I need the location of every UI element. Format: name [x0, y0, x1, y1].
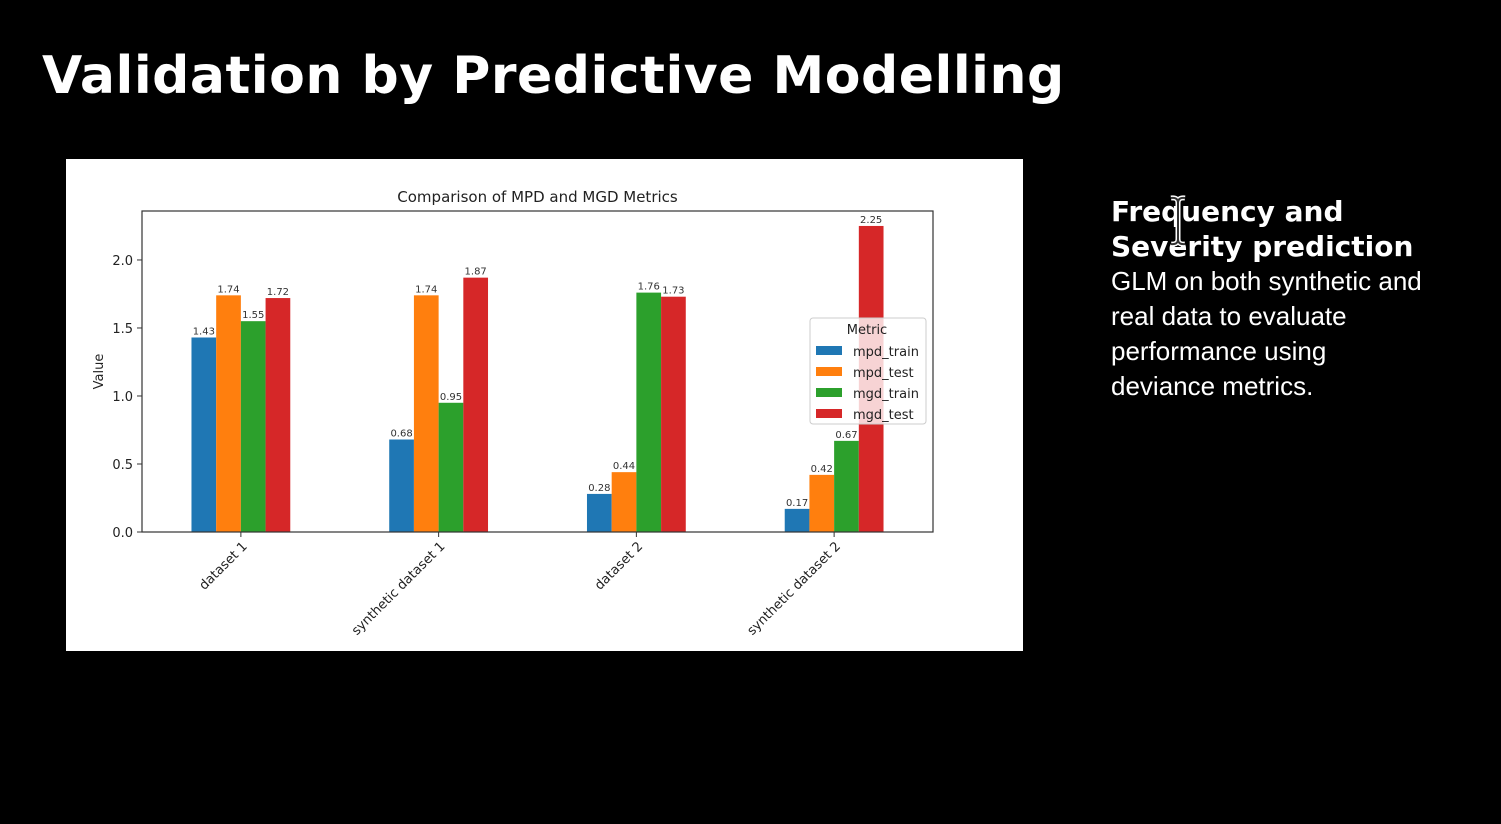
bar-value-label: 2.25	[860, 215, 882, 226]
y-tick-label: 0.5	[112, 458, 133, 473]
bar	[834, 440, 859, 532]
bar-value-label: 1.74	[415, 284, 437, 295]
bar-value-label: 1.74	[217, 284, 239, 295]
bar	[661, 296, 686, 532]
x-tick-label: synthetic dataset 2	[745, 539, 844, 638]
legend-swatch	[816, 367, 842, 376]
bar	[191, 337, 217, 532]
bar-value-label: 1.72	[267, 287, 289, 298]
chart-card: Comparison of MPD and MGD Metrics 0.0 0.5 1…	[66, 159, 1023, 651]
bar-value-label: 0.28	[588, 483, 610, 494]
bar-value-label: 0.67	[835, 430, 857, 441]
legend-label: mpd_test	[853, 366, 914, 381]
bar	[463, 277, 489, 532]
y-tick-label: 1.5	[112, 322, 133, 337]
bar-value-label: 1.55	[242, 310, 264, 321]
legend-label: mpd_train	[853, 345, 919, 360]
bar	[240, 321, 266, 532]
bar	[636, 292, 662, 532]
bar	[265, 298, 291, 532]
legend-title: Metric	[847, 323, 887, 338]
bar-value-label: 1.73	[662, 286, 684, 297]
text-cursor-icon	[1170, 195, 1186, 247]
side-body[interactable]: GLM on both synthetic and real data to e…	[1111, 266, 1422, 401]
legend-label: mgd_test	[853, 408, 914, 423]
legend-swatch	[816, 409, 842, 418]
bar	[586, 493, 612, 532]
y-axis-label: Value	[92, 354, 107, 390]
y-tick-label: 2.0	[112, 254, 133, 269]
chart-title: Comparison of MPD and MGD Metrics	[397, 188, 678, 206]
x-tick-label: dataset 1	[197, 539, 251, 593]
plot-frame	[141, 210, 934, 533]
bar-value-label: 1.43	[193, 326, 215, 337]
bar	[413, 295, 439, 532]
legend	[809, 317, 927, 425]
bar	[438, 402, 464, 532]
bar-value-label: 0.17	[786, 498, 808, 509]
legend-swatch	[816, 388, 842, 397]
bar-value-label: 0.68	[390, 429, 412, 440]
bar-chart: Comparison of MPD and MGD Metrics 0.0 0.5 1…	[92, 188, 934, 639]
x-tick-label: synthetic dataset 1	[349, 539, 448, 638]
bar	[216, 295, 241, 532]
x-tick-label: dataset 2	[592, 539, 646, 593]
bar-value-label: 0.42	[811, 464, 833, 475]
bar-value-label: 0.95	[440, 392, 462, 403]
bar	[389, 439, 414, 532]
side-panel: Frequency and Severity prediction GLM on…	[1111, 194, 1431, 404]
y-tick-label: 0.0	[112, 526, 133, 541]
bar	[784, 508, 810, 532]
slide-title: Validation by Predictive Modelling	[42, 46, 1065, 106]
bar	[611, 472, 637, 532]
bar-value-label: 1.87	[465, 267, 487, 278]
side-heading[interactable]: Frequency and Severity prediction	[1111, 195, 1414, 263]
bar-value-label: 0.44	[613, 461, 635, 472]
bar-value-label: 1.76	[638, 282, 660, 293]
legend-swatch	[816, 346, 842, 355]
y-tick-label: 1.0	[112, 390, 133, 405]
legend-label: mgd_train	[853, 387, 919, 402]
bar	[809, 474, 835, 532]
